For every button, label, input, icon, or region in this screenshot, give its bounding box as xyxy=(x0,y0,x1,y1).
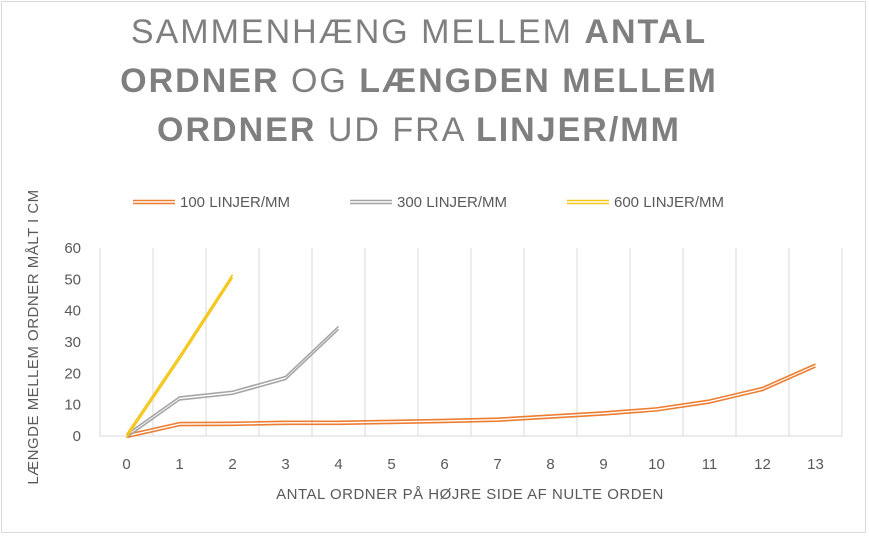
grid xyxy=(99,248,843,437)
chart-title-segment: OG xyxy=(280,62,360,100)
x-tick-label: 0 xyxy=(122,456,130,473)
y-tick-label: 0 xyxy=(73,428,81,445)
series-stroke xyxy=(126,363,816,436)
y-tick-label: 30 xyxy=(64,334,81,351)
x-tick-label: 7 xyxy=(493,456,501,473)
chart-title-segment: UD FRA xyxy=(316,111,476,149)
x-tick-label: 13 xyxy=(807,456,824,473)
series-stroke xyxy=(125,274,234,435)
legend-item: 600 LINJER/MM xyxy=(567,194,724,211)
x-tick-label: 9 xyxy=(599,456,607,473)
x-tick-label: 11 xyxy=(702,456,718,473)
x-tick-label: 4 xyxy=(334,456,342,473)
chart-title-segment: LINJER/MM xyxy=(476,111,681,149)
chart-title-line: ORDNER UD FRA LINJER/MM xyxy=(157,111,681,149)
chart-title-segment: ORDNER xyxy=(120,62,279,100)
x-tick-label: 8 xyxy=(546,456,554,473)
legend-label: 100 LINJER/MM xyxy=(180,194,290,211)
y-tick-label: 60 xyxy=(64,240,81,257)
series-stroke xyxy=(126,328,340,439)
x-tick-label: 2 xyxy=(228,456,236,473)
y-tick-label: 50 xyxy=(64,271,81,288)
x-axis-label: ANTAL ORDNER PÅ HØJRE SIDE AF NULTE ORDE… xyxy=(276,486,664,503)
legend-item: 100 LINJER/MM xyxy=(133,194,290,211)
series-line xyxy=(126,325,340,439)
chart-title: SAMMENHÆNG MELLEM ANTAL ORDNER OG LÆNGDEN… xyxy=(120,13,718,149)
series-stroke xyxy=(126,366,816,439)
chart-title-segment: LÆNGDEN MELLEM xyxy=(359,62,718,100)
legend-item: 300 LINJER/MM xyxy=(350,194,507,211)
chart-title-segment: ORDNER xyxy=(157,111,316,149)
y-tick-label: 20 xyxy=(64,365,81,382)
x-tick-label: 3 xyxy=(281,456,289,473)
series-line xyxy=(126,363,816,439)
chart-title-line: ORDNER OG LÆNGDEN MELLEM xyxy=(120,62,718,100)
series-stroke xyxy=(126,325,340,436)
y-axis-label: LÆNGDE MELLEM ORDNER MÅLT I CM xyxy=(25,189,42,484)
x-tick-label: 5 xyxy=(387,456,395,473)
chart-title-segment: ANTAL xyxy=(584,13,707,51)
legend-label: 300 LINJER/MM xyxy=(397,194,507,211)
x-tick-label: 12 xyxy=(754,456,771,473)
legend: 100 LINJER/MM 300 LINJER/MM 600 LINJER/MM xyxy=(133,194,724,211)
y-tick-label: 40 xyxy=(64,303,81,320)
y-tick-label: 10 xyxy=(64,397,81,414)
y-axis-ticks: 0 10 20 30 40 50 60 xyxy=(64,240,81,445)
series-stroke xyxy=(125,277,234,438)
x-axis-ticks: 0 1 2 3 4 5 6 7 8 9 10 11 12 13 xyxy=(122,456,824,473)
chart-title-line: SAMMENHÆNG MELLEM ANTAL xyxy=(131,13,707,51)
chart-title-segment: SAMMENHÆNG MELLEM xyxy=(131,13,585,51)
x-tick-label: 1 xyxy=(175,456,183,473)
x-tick-label: 10 xyxy=(648,456,665,473)
legend-label: 600 LINJER/MM xyxy=(614,194,724,211)
series-layer xyxy=(125,274,816,439)
x-tick-label: 6 xyxy=(440,456,448,473)
series-line xyxy=(125,274,234,438)
